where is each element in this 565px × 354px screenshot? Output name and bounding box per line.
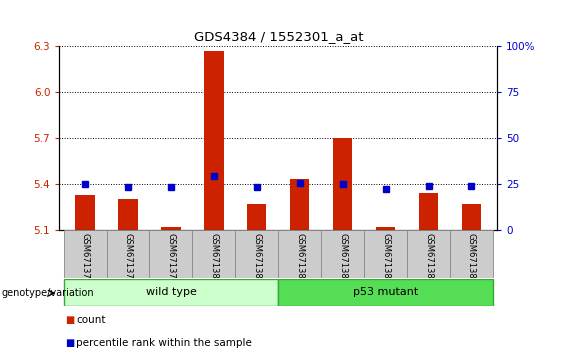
Text: GSM671384: GSM671384 (381, 233, 390, 285)
Bar (75, 195, 95, 230)
Bar (64, 230, 107, 278)
Text: count: count (76, 315, 106, 325)
Bar (321, 230, 364, 278)
Bar (107, 230, 150, 278)
Text: GSM671382: GSM671382 (295, 233, 304, 285)
Bar (364, 230, 407, 278)
Text: GSM671380: GSM671380 (210, 233, 218, 285)
Text: GSM671377: GSM671377 (81, 233, 90, 285)
Text: GSM671383: GSM671383 (338, 233, 347, 285)
Bar (161, 227, 181, 230)
Bar (419, 193, 438, 230)
Text: GSM671386: GSM671386 (467, 233, 476, 285)
Text: genotype/variation: genotype/variation (2, 288, 94, 298)
Bar (64, 279, 279, 306)
Text: ■: ■ (65, 338, 74, 348)
Bar (193, 230, 236, 278)
Bar (118, 199, 138, 230)
Bar (150, 230, 193, 278)
Bar (450, 230, 493, 278)
Text: GSM671385: GSM671385 (424, 233, 433, 285)
Bar (279, 230, 321, 278)
Bar (407, 230, 450, 278)
Bar (279, 279, 493, 306)
Text: p53 mutant: p53 mutant (353, 287, 418, 297)
Bar (290, 179, 310, 230)
Title: GDS4384 / 1552301_a_at: GDS4384 / 1552301_a_at (193, 30, 363, 44)
Text: ■: ■ (65, 315, 74, 325)
Text: GSM671378: GSM671378 (124, 233, 133, 285)
Bar (247, 204, 267, 230)
Bar (333, 138, 353, 230)
Bar (376, 227, 396, 230)
Text: wild type: wild type (146, 287, 197, 297)
Text: GSM671381: GSM671381 (253, 233, 261, 285)
Text: GSM671379: GSM671379 (167, 233, 176, 285)
Bar (204, 51, 224, 230)
Bar (236, 230, 279, 278)
Text: percentile rank within the sample: percentile rank within the sample (76, 338, 252, 348)
Bar (462, 204, 481, 230)
